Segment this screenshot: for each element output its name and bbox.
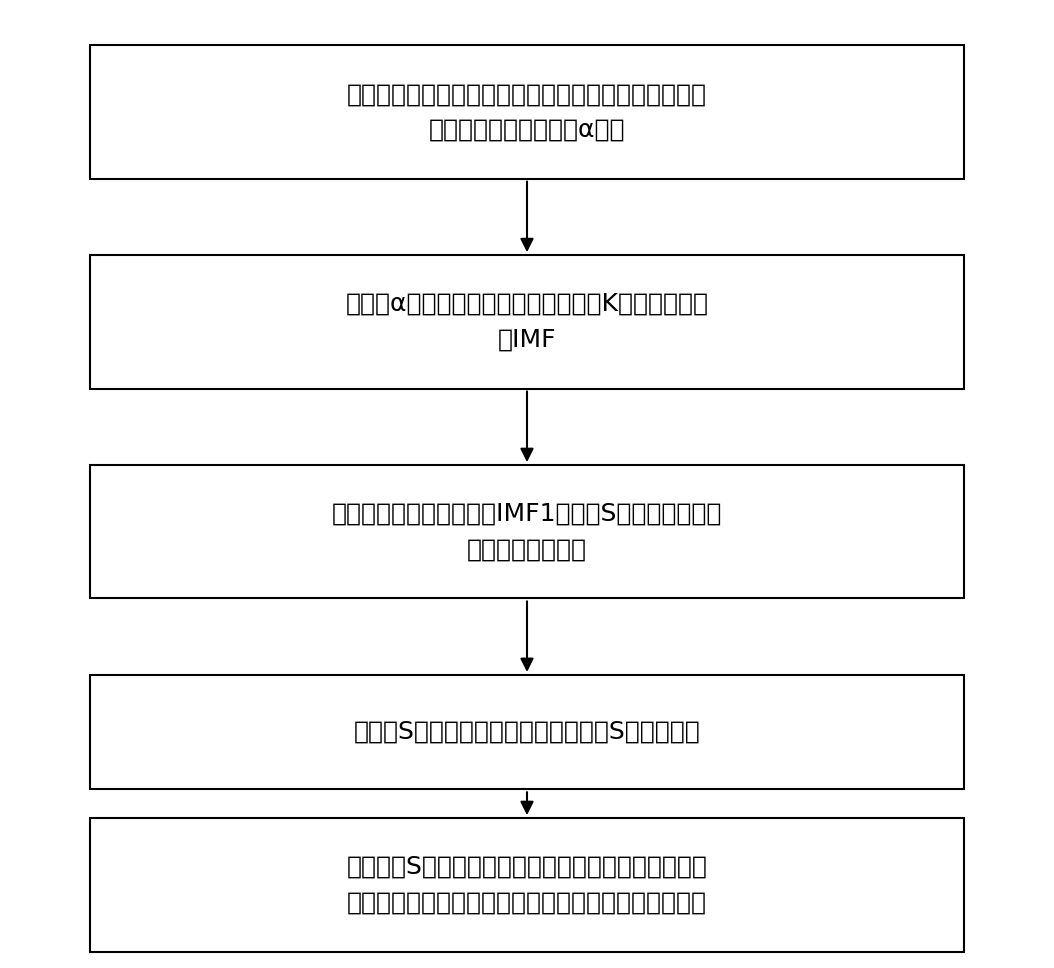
- Text: 截取预设时长内的波形信号，使用相模变换，提取故障
行波的波形信号的线模α分量: 截取预设时长内的波形信号，使用相模变换，提取故障 行波的波形信号的线模α分量: [347, 82, 707, 141]
- FancyBboxPatch shape: [91, 255, 963, 388]
- Text: 对线模α分量利用变分模态分解，得到K个固有模态分
量IMF: 对线模α分量利用变分模态分解，得到K个固有模态分 量IMF: [346, 292, 708, 351]
- FancyBboxPatch shape: [91, 675, 963, 789]
- Text: 提取第一个固有模态分量IMF1，进行S变换，得到所述
分量时频分布矩阵: 提取第一个固有模态分量IMF1，进行S变换，得到所述 分量时频分布矩阵: [332, 502, 722, 561]
- Text: 提取所述S变换模矩阵中第一个瞬时频率分量，标定所
述分量的波形中第一个幅值突变点为初始波头到达时刻: 提取所述S变换模矩阵中第一个瞬时频率分量，标定所 述分量的波形中第一个幅值突变点…: [347, 855, 707, 915]
- FancyBboxPatch shape: [91, 465, 963, 598]
- FancyBboxPatch shape: [91, 818, 963, 952]
- Text: 对所述S变换矩阵的元素取模值，得到S变换模矩阵: 对所述S变换矩阵的元素取模值，得到S变换模矩阵: [354, 720, 700, 744]
- FancyBboxPatch shape: [91, 45, 963, 179]
